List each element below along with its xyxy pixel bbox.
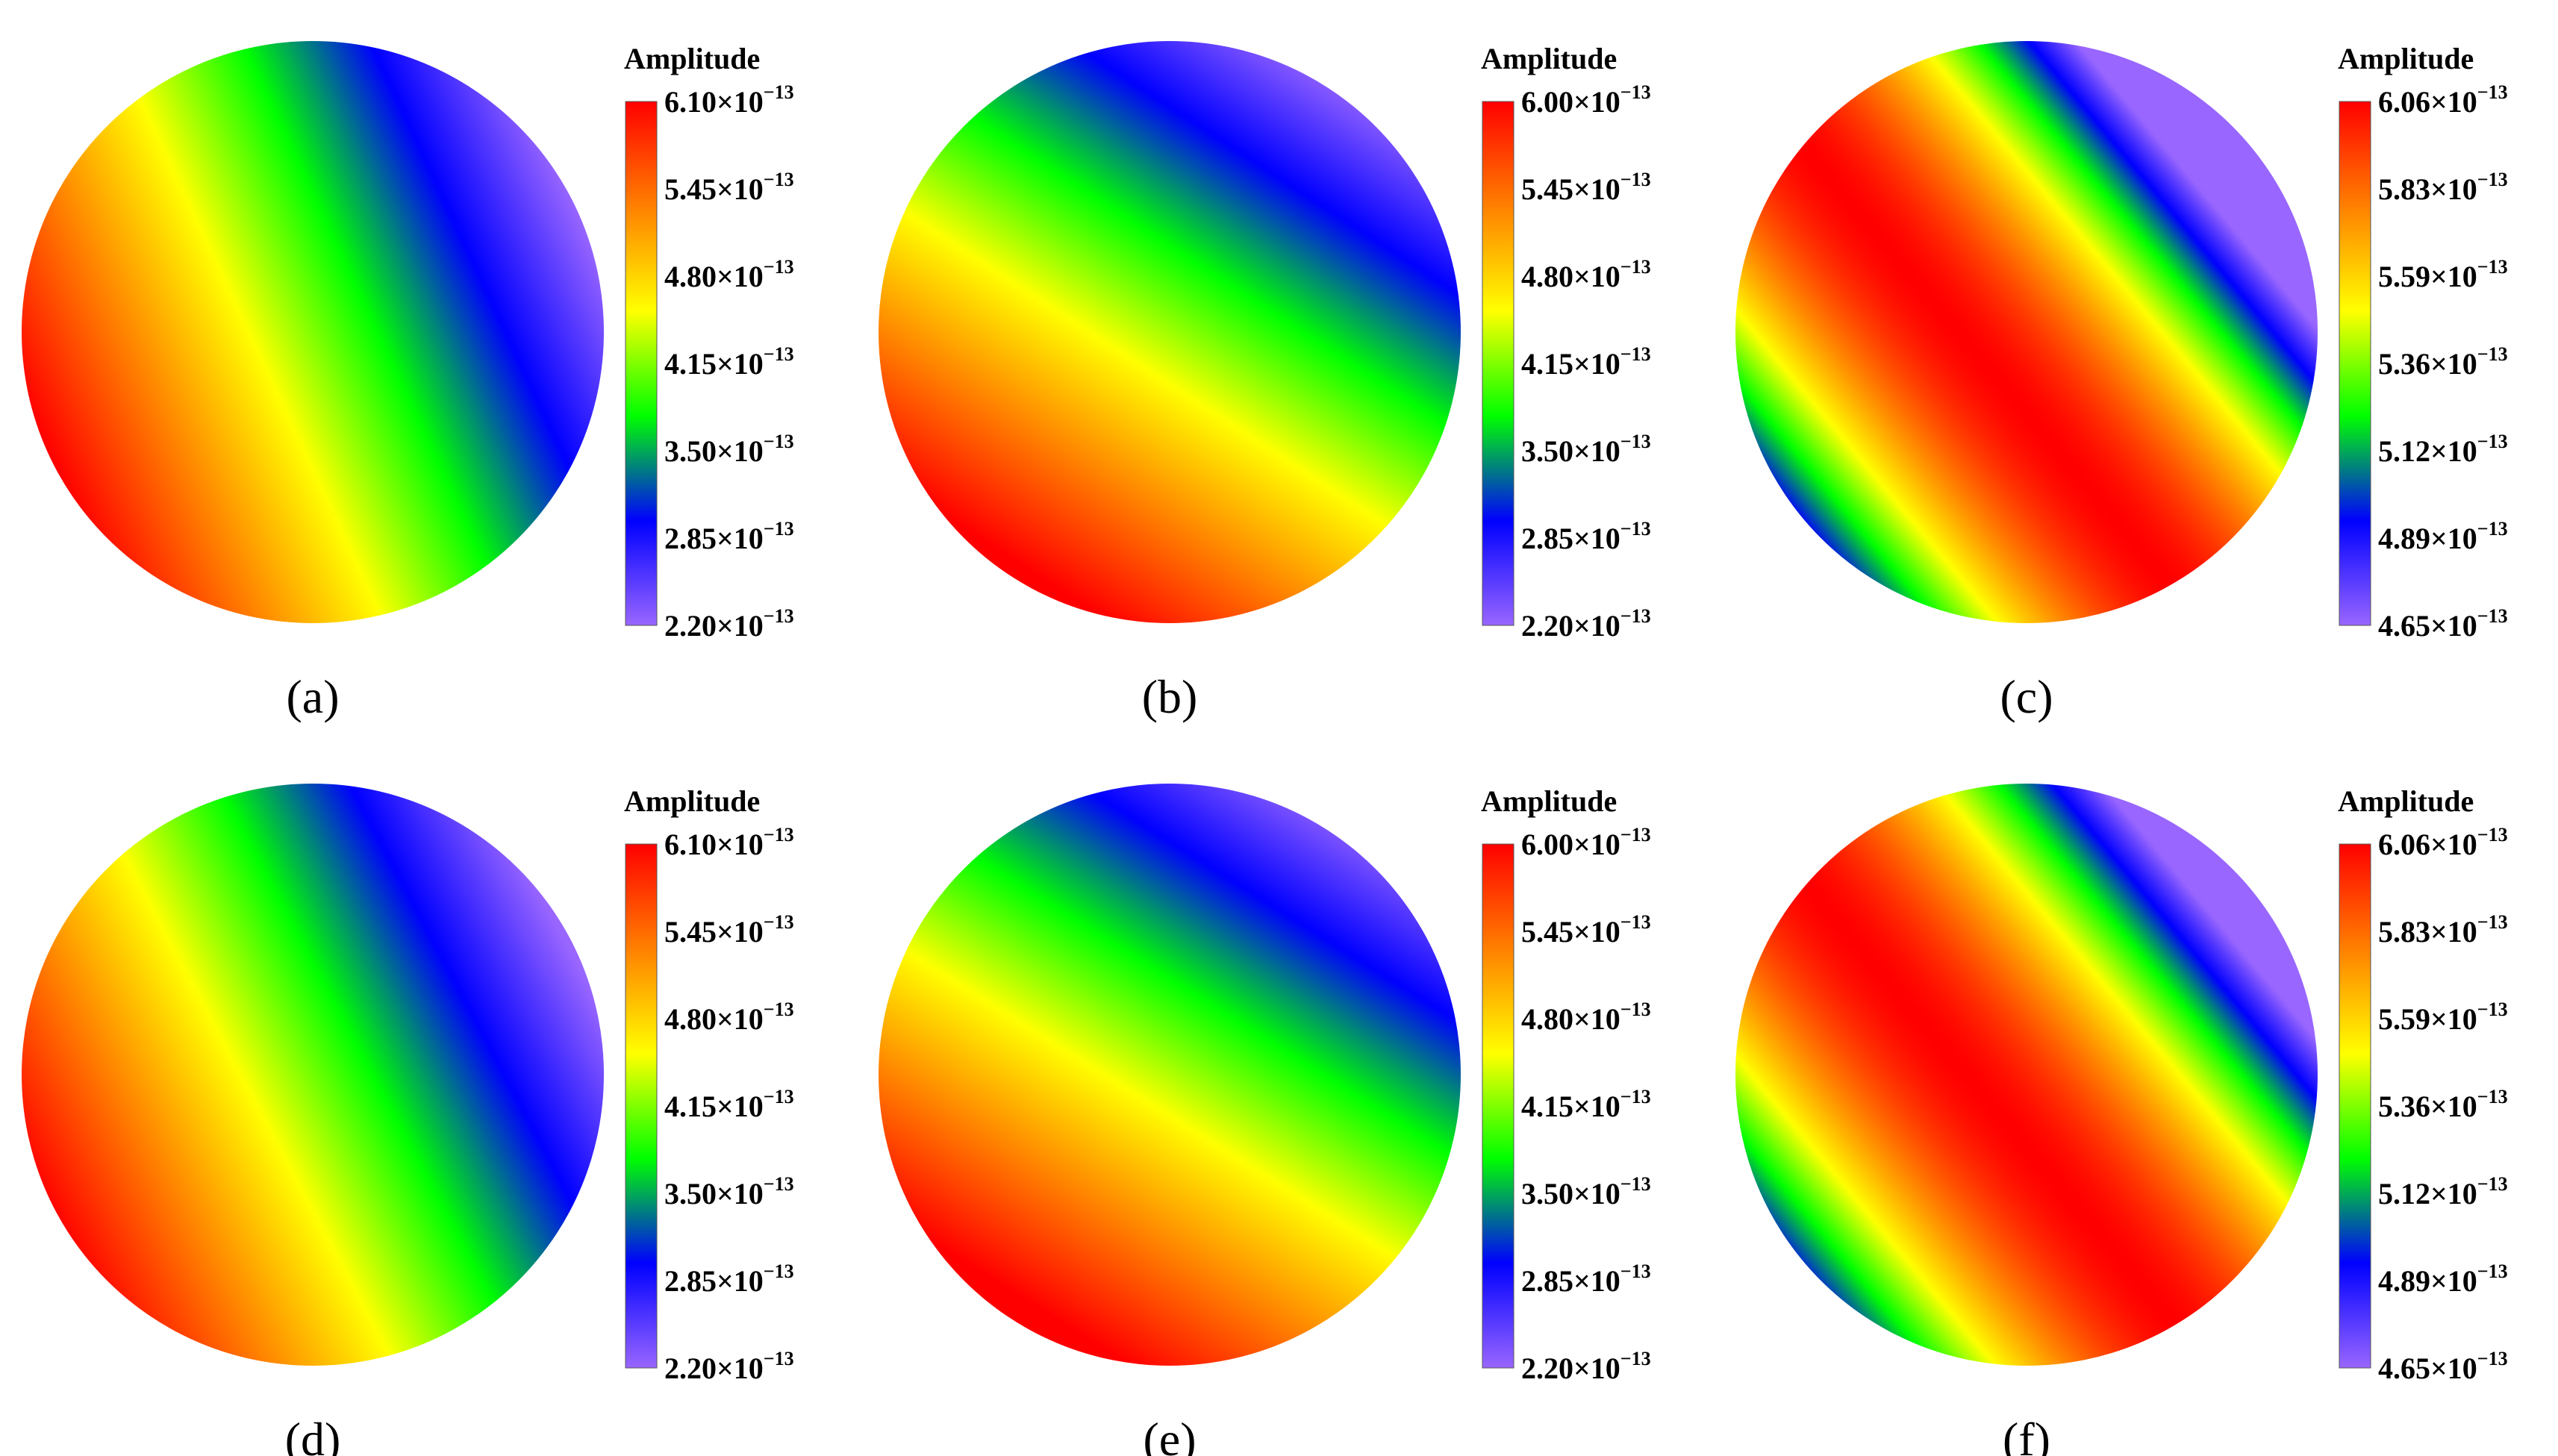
colorbar-title: Amplitude	[624, 42, 760, 75]
panel-label: (d)	[285, 1413, 341, 1456]
amplitude-disk	[22, 784, 604, 1366]
colorbar-tick-label: 5.83×10−13	[2378, 169, 2508, 206]
panel-label: (f)	[2003, 1413, 2050, 1456]
panel-label: (a)	[286, 670, 339, 723]
colorbar-tick-label: 4.15×10−13	[664, 343, 794, 381]
colorbar	[2339, 843, 2371, 1369]
colorbar-tick-label: 2.85×10−13	[664, 1260, 794, 1298]
heatmap-panel-a: Amplitude 6.10×10−13 5.45×10−13 4.80×10−13 4…	[22, 41, 794, 723]
colorbar-tick-label: 3.50×10−13	[664, 431, 794, 468]
amplitude-disk	[22, 41, 604, 623]
colorbar-tick-label: 5.45×10−13	[664, 911, 794, 949]
colorbar-tick-label: 2.85×10−13	[664, 518, 794, 555]
colorbar-tick-label: 4.89×10−13	[2378, 518, 2508, 555]
colorbar-tick-label: 5.12×10−13	[2378, 1173, 2508, 1210]
amplitude-disk	[879, 41, 1461, 623]
colorbar-tick-label: 4.80×10−13	[1521, 256, 1651, 293]
heatmap-panel-e: Amplitude 6.00×10−13 5.45×10−13 4.80×10−13 4…	[879, 784, 1651, 1456]
colorbar-tick-label: 6.00×10−13	[1521, 81, 1651, 119]
colorbar-tick-label: 5.83×10−13	[2378, 911, 2508, 949]
colorbar-tick-label: 6.06×10−13	[2378, 824, 2508, 861]
colorbar	[1482, 843, 1514, 1369]
panel-label: (e)	[1143, 1413, 1196, 1456]
colorbar	[625, 843, 658, 1369]
colorbar-tick-label: 5.45×10−13	[664, 169, 794, 206]
amplitude-disk	[1735, 41, 2318, 623]
colorbar-tick-label: 3.50×10−13	[1521, 431, 1651, 468]
colorbar-title: Amplitude	[1481, 784, 1617, 818]
colorbar-tick-label: 4.65×10−13	[2378, 1348, 2508, 1385]
panel-label: (c)	[2000, 670, 2053, 723]
amplitude-disk	[879, 784, 1461, 1366]
colorbar-tick-label: 6.10×10−13	[664, 81, 794, 119]
colorbar	[1482, 101, 1514, 626]
colorbar-tick-label: 6.00×10−13	[1521, 824, 1651, 861]
colorbar-tick-label: 5.45×10−13	[1521, 169, 1651, 206]
colorbar-tick-label: 5.36×10−13	[2378, 1086, 2508, 1123]
heatmap-panel-b: Amplitude 6.00×10−13 5.45×10−13 4.80×10−13 4…	[879, 41, 1651, 723]
colorbar-tick-label: 2.20×10−13	[664, 605, 794, 643]
colorbar-tick-label: 5.45×10−13	[1521, 911, 1651, 949]
colorbar-tick-label: 4.80×10−13	[664, 999, 794, 1036]
colorbar-title: Amplitude	[2338, 42, 2474, 75]
colorbar-title: Amplitude	[624, 784, 760, 818]
heatmap-panel-c: Amplitude 6.06×10−13 5.83×10−13 5.59×10−13 5…	[1735, 41, 2508, 723]
colorbar	[2339, 101, 2371, 626]
colorbar-tick-label: 5.12×10−13	[2378, 431, 2508, 468]
colorbar-tick-label: 4.15×10−13	[1521, 343, 1651, 381]
colorbar-tick-label: 3.50×10−13	[664, 1173, 794, 1210]
colorbar	[625, 101, 658, 626]
colorbar-title: Amplitude	[2338, 784, 2474, 818]
heatmap-panel-f: Amplitude 6.06×10−13 5.83×10−13 5.59×10−13 5…	[1735, 784, 2508, 1456]
colorbar-tick-label: 6.10×10−13	[664, 824, 794, 861]
colorbar-tick-label: 2.20×10−13	[1521, 605, 1651, 643]
panel-label: (b)	[1142, 670, 1198, 723]
colorbar-tick-label: 5.36×10−13	[2378, 343, 2508, 381]
colorbar-title: Amplitude	[1481, 42, 1617, 75]
colorbar-tick-label: 2.85×10−13	[1521, 518, 1651, 555]
colorbar-tick-label: 5.59×10−13	[2378, 256, 2508, 293]
colorbar-tick-label: 2.20×10−13	[664, 1348, 794, 1385]
colorbar-tick-label: 4.15×10−13	[1521, 1086, 1651, 1123]
colorbar-tick-label: 2.85×10−13	[1521, 1260, 1651, 1298]
colorbar-tick-label: 4.80×10−13	[1521, 999, 1651, 1036]
amplitude-disk	[1735, 784, 2318, 1366]
colorbar-tick-label: 2.20×10−13	[1521, 1348, 1651, 1385]
colorbar-tick-label: 5.59×10−13	[2378, 999, 2508, 1036]
colorbar-tick-label: 3.50×10−13	[1521, 1173, 1651, 1210]
colorbar-tick-label: 4.65×10−13	[2378, 605, 2508, 643]
colorbar-tick-label: 4.15×10−13	[664, 1086, 794, 1123]
heatmap-panel-d: Amplitude 6.10×10−13 5.45×10−13 4.80×10−13 4…	[22, 784, 794, 1456]
colorbar-tick-label: 4.80×10−13	[664, 256, 794, 293]
colorbar-tick-label: 6.06×10−13	[2378, 81, 2508, 119]
colorbar-tick-label: 4.89×10−13	[2378, 1260, 2508, 1298]
